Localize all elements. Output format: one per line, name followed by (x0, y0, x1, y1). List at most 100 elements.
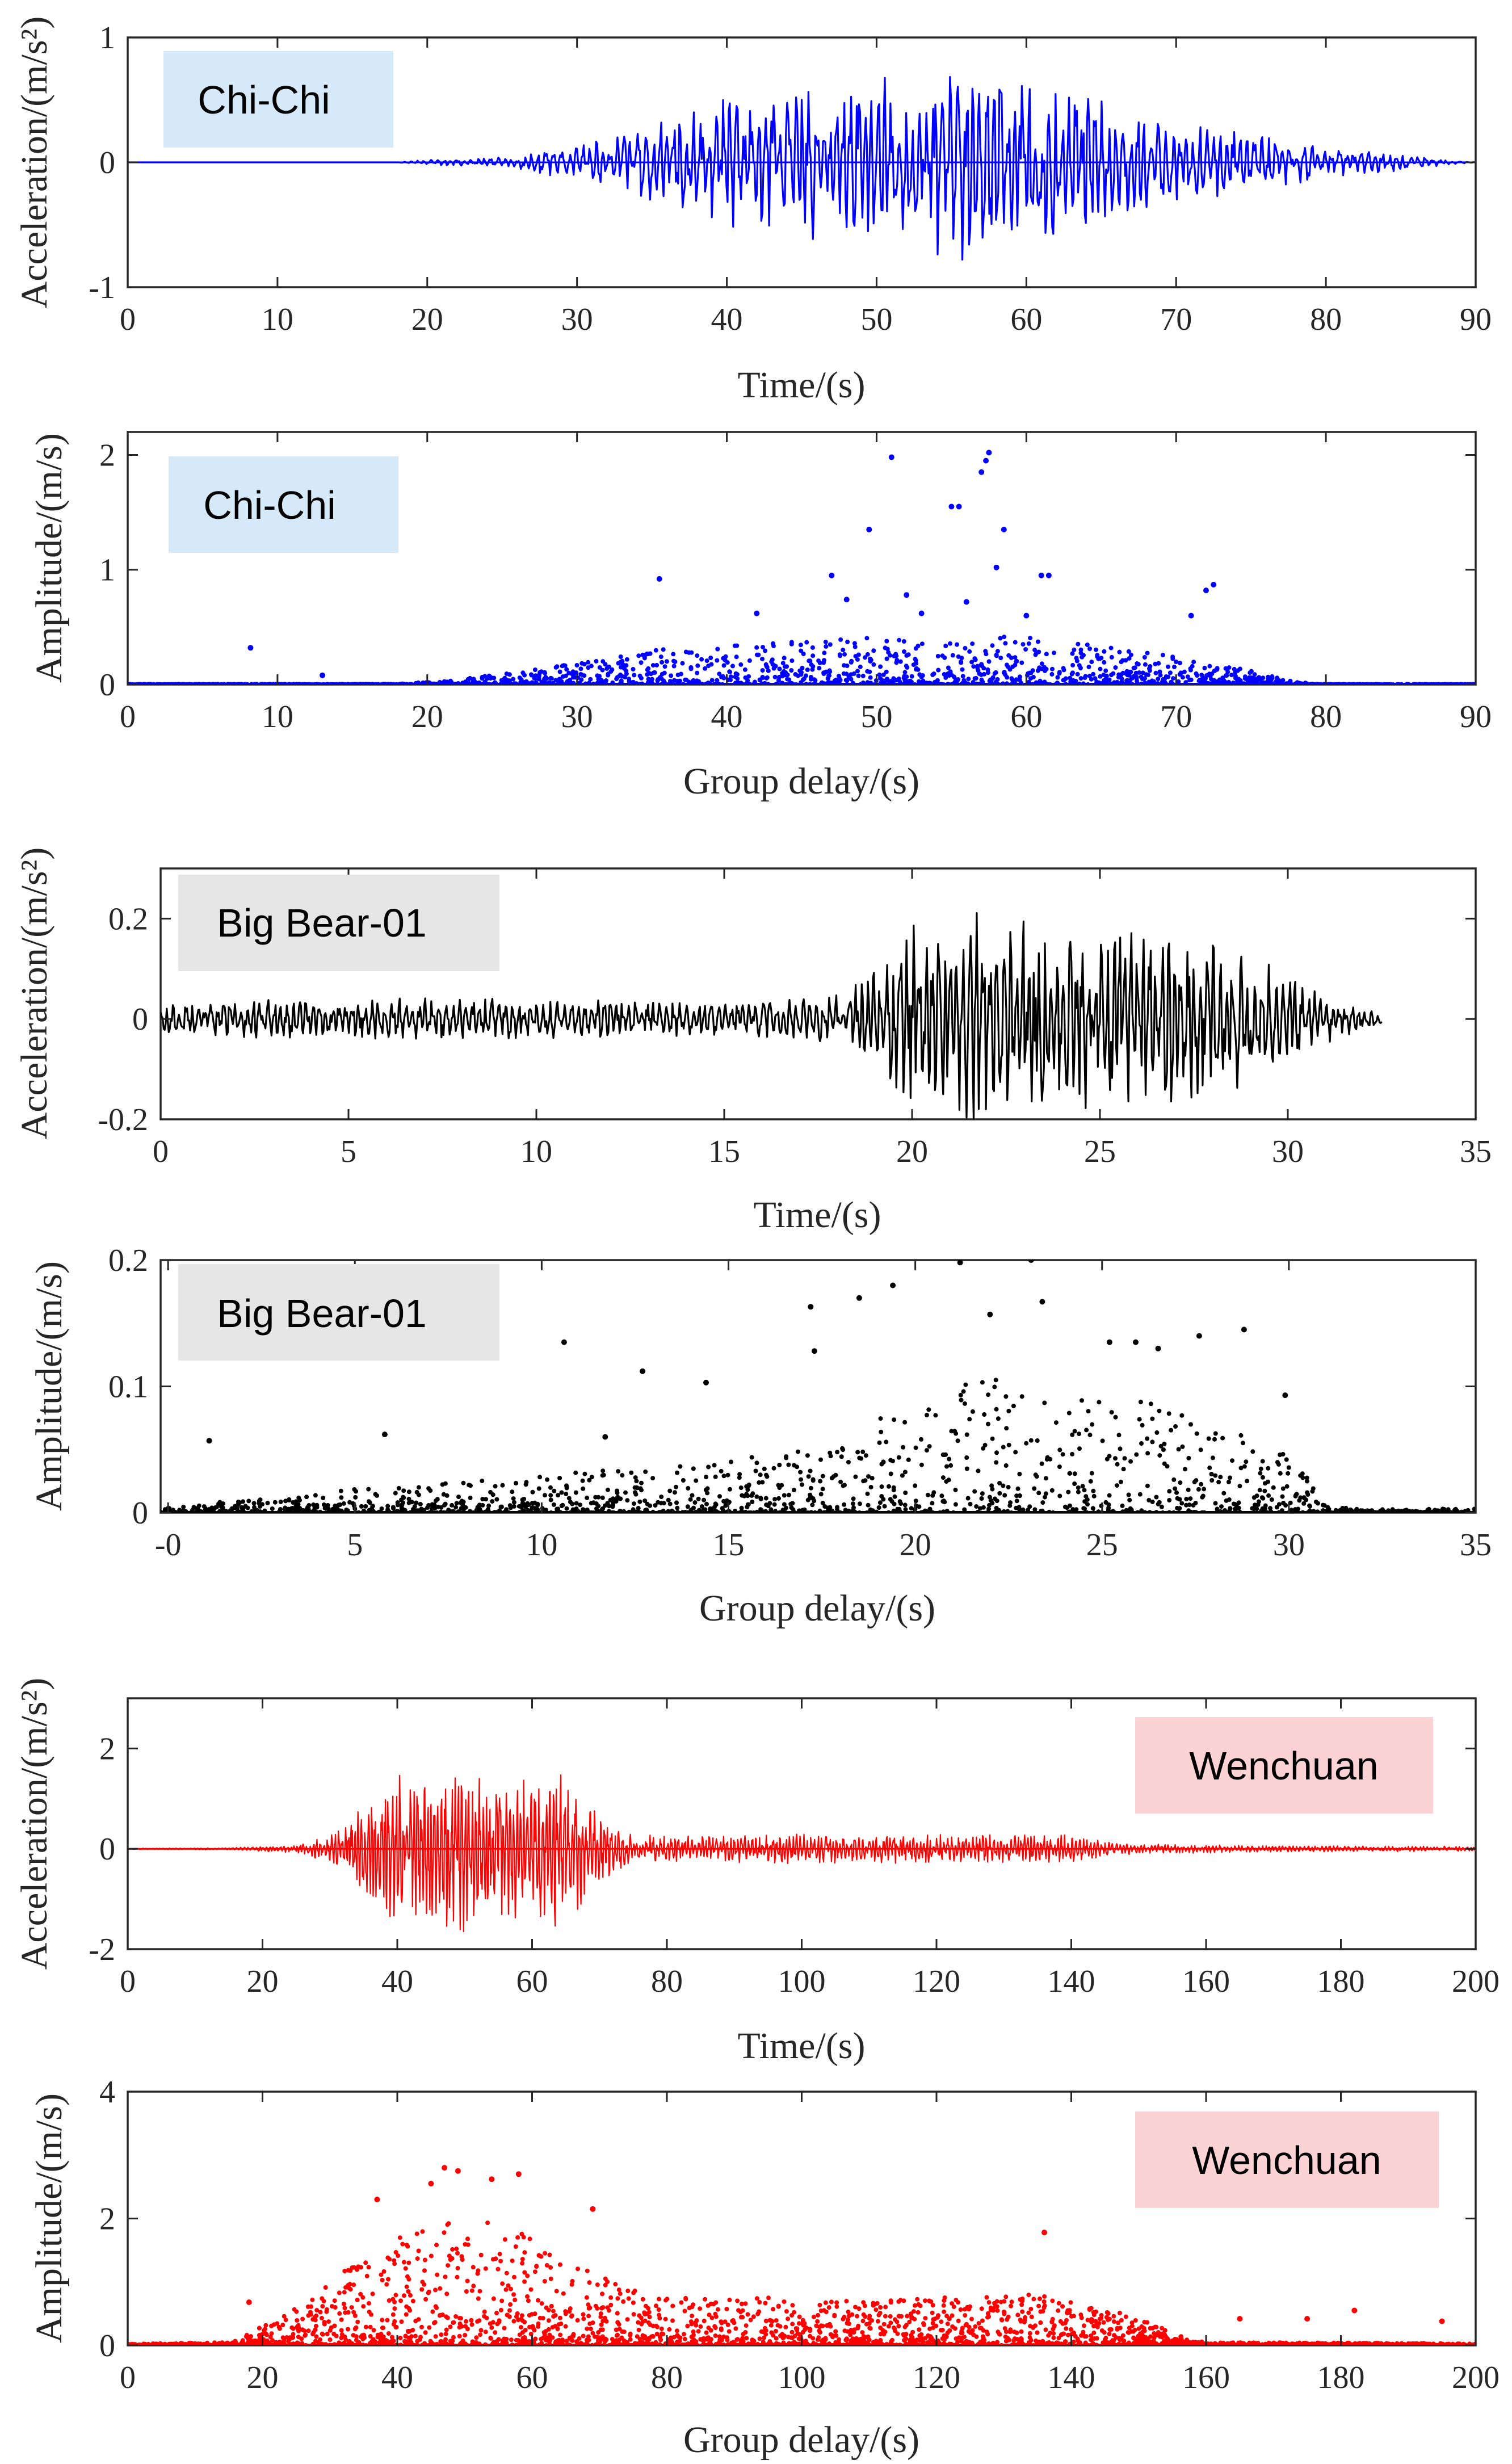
scatter-point (844, 671, 849, 676)
scatter-point (510, 1489, 514, 1494)
scatter-point (581, 1479, 585, 1483)
scatter-point (956, 504, 962, 510)
scatter-point (1089, 1479, 1093, 1484)
scatter-point (369, 1506, 374, 1511)
scatter-point (142, 682, 147, 687)
scatter-point (1034, 651, 1039, 656)
scatter-point (1032, 1487, 1036, 1491)
scatter-point (1172, 665, 1177, 669)
scatter-point (674, 1500, 679, 1505)
scatter-point (1097, 1400, 1101, 1404)
scatter-point (1154, 1430, 1159, 1435)
scatter-point (903, 1502, 908, 1507)
scatter-point (948, 504, 954, 510)
scatter-point (779, 1483, 784, 1488)
scatter-point (1150, 1500, 1155, 1504)
scatter-point (784, 664, 789, 669)
scatter-point (764, 1473, 768, 1477)
scatter-point (1055, 675, 1060, 679)
scatter-point (955, 679, 960, 683)
scatter-point (956, 1438, 960, 1443)
scatter-point (320, 2304, 325, 2308)
scatter-point (858, 1501, 862, 1506)
scatter-point (776, 1496, 781, 1501)
y-tick-label: 2 (99, 438, 115, 473)
scatter-point (798, 1470, 803, 1475)
scatter-point (811, 1477, 816, 1482)
scatter-point (1142, 2320, 1146, 2324)
scatter-point (1280, 1510, 1285, 1515)
scatter-point (294, 1504, 299, 1508)
scatter-point (1082, 1488, 1086, 1492)
scatter-point (1048, 1457, 1052, 1462)
scatter-point (287, 1497, 291, 1502)
scatter-point (258, 1504, 262, 1509)
scatter-point (560, 1504, 564, 1508)
scatter-point (1066, 1490, 1070, 1495)
scatter-point (1068, 1471, 1072, 1476)
scatter-point (894, 660, 898, 665)
scatter-point (987, 1312, 993, 1317)
scatter-point (952, 682, 957, 687)
scatter-point (878, 2305, 883, 2310)
scatter-point (520, 1501, 525, 1506)
scatter-point (981, 1505, 986, 1510)
scatter-point (657, 2316, 662, 2320)
scatter-point (880, 1484, 884, 1489)
scatter-point (450, 1503, 454, 1508)
scatter-point (754, 1469, 758, 1474)
scatter-point (799, 643, 803, 647)
scatter-point (181, 1505, 186, 1509)
scatter-point (910, 674, 914, 679)
scatter-point (1213, 1432, 1218, 1436)
scatter-point (1139, 1441, 1144, 1446)
scatter-point (1089, 677, 1094, 682)
scatter-point (1281, 1487, 1286, 1491)
scatter-point (986, 1422, 990, 1426)
x-tick-label: 35 (1460, 1134, 1492, 1169)
scatter-point (367, 2265, 371, 2269)
scatter-point (983, 458, 989, 464)
scatter-point (839, 1454, 844, 1459)
scatter-point (815, 2319, 820, 2324)
scatter-point (948, 641, 952, 646)
scatter-point (406, 2261, 411, 2265)
scatter-point (558, 670, 562, 674)
scatter-point (522, 2250, 527, 2255)
scatter-point (1013, 640, 1018, 645)
scatter-point (468, 1496, 473, 1500)
scatter-point (547, 2318, 551, 2323)
scatter-point (1145, 1484, 1150, 1488)
scatter-point (1156, 677, 1160, 681)
scatter-point (917, 672, 922, 677)
scatter-point (1411, 682, 1416, 687)
scatter-point (1414, 1510, 1419, 1514)
scatter-point (928, 1507, 933, 1512)
scatter-point (498, 682, 503, 686)
scatter-point (177, 1508, 182, 1512)
scatter-point (1187, 1502, 1192, 1507)
scatter-point (417, 1493, 421, 1497)
scatter-point (1171, 1510, 1176, 1515)
scatter-point (1063, 2321, 1068, 2326)
scatter-point (904, 653, 909, 658)
scatter-point (930, 673, 935, 677)
scatter-point (985, 2295, 989, 2299)
scatter-point (417, 1485, 421, 1489)
scatter-point (925, 1413, 929, 1417)
scatter-point (773, 1509, 778, 1513)
scatter-point (782, 2299, 787, 2304)
scatter-point (855, 2314, 859, 2319)
scatter-point (796, 1450, 800, 1454)
scatter-point (873, 2307, 878, 2312)
scatter-point (964, 1455, 969, 1460)
scatter-point (1285, 1484, 1290, 1489)
scatter-point (666, 1498, 671, 1502)
scatter-point (1149, 1401, 1153, 1406)
scatter-point (822, 1504, 827, 1509)
scatter-point (951, 1510, 956, 1515)
scatter-point (704, 1488, 708, 1492)
scatter-point (552, 1489, 556, 1493)
scatter-point (1105, 1457, 1110, 1462)
scatter-point (773, 675, 778, 679)
